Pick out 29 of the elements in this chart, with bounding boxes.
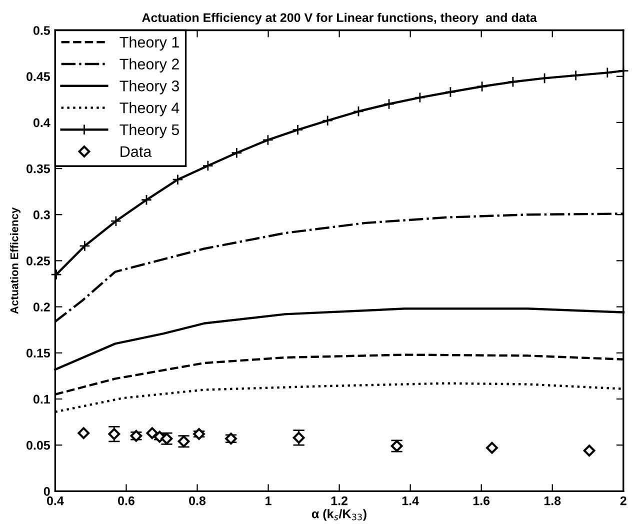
x-axis-title: α (k$_{s}$/K$_{33}$) bbox=[312, 509, 366, 521]
chart-title: Actuation Efficiency at 200 V for Linear functions, theory and data bbox=[142, 12, 537, 25]
y-tick-label: 0.25 bbox=[26, 256, 50, 266]
y-tick-label: 0.15 bbox=[26, 348, 50, 358]
legend-label: Theory 4 bbox=[120, 102, 180, 116]
x-tick-label: 2 bbox=[620, 496, 626, 506]
x-tick-label: 0.8 bbox=[189, 496, 206, 506]
legend-label: Data bbox=[120, 146, 152, 158]
legend-label: Theory 5 bbox=[120, 124, 180, 138]
y-tick-label: 0.5 bbox=[33, 26, 50, 35]
legend-label: Theory 1 bbox=[120, 36, 179, 51]
y-tick-label: 0.4 bbox=[33, 118, 50, 128]
legend-label: Theory 3 bbox=[120, 80, 179, 94]
x-tick-label: 1.8 bbox=[544, 496, 561, 506]
y-tick-label: 0.2 bbox=[33, 302, 50, 312]
x-tick-label: 1 bbox=[266, 496, 272, 506]
legend-label: Theory 2 bbox=[120, 58, 179, 72]
y-tick-label: 0.3 bbox=[33, 210, 50, 220]
y-tick-label: 0.1 bbox=[33, 394, 50, 404]
y-axis-title: Actuation Efficiency bbox=[10, 207, 20, 314]
y-tick-label: 0.45 bbox=[26, 72, 50, 82]
y-tick-label: 0.05 bbox=[26, 440, 50, 450]
x-tick-label: 1.6 bbox=[473, 496, 490, 506]
y-tick-label: 0.35 bbox=[26, 164, 50, 174]
x-tick-label: 0.6 bbox=[118, 496, 134, 506]
y-tick-label: 0 bbox=[44, 486, 50, 496]
x-tick-label: 1.2 bbox=[331, 496, 348, 506]
x-tick-label: 1.4 bbox=[402, 496, 419, 506]
x-tick-label: 0.4 bbox=[47, 496, 64, 506]
